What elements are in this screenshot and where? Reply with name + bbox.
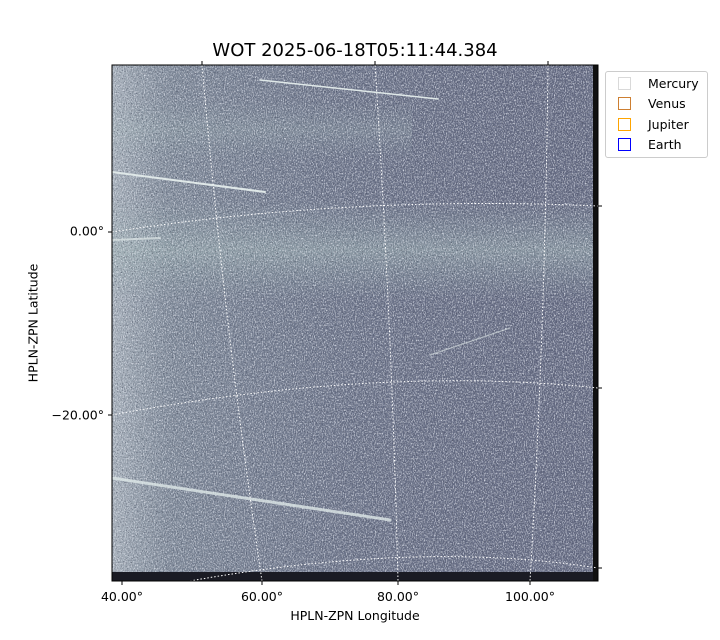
streaks xyxy=(112,79,511,522)
coordinate-grid xyxy=(112,65,598,581)
x-axis-label: HPLN-ZPN Longitude xyxy=(290,608,420,623)
chart-title: WOT 2025-06-18T05:11:44.384 xyxy=(212,40,498,61)
x-tick-label: 100.00° xyxy=(505,589,555,604)
x-tick-label: 60.00° xyxy=(240,589,284,604)
image-area xyxy=(112,65,598,581)
legend-item-venus: Venus xyxy=(618,93,686,113)
legend-item-mercury: Mercury xyxy=(618,73,699,93)
legend-label: Earth xyxy=(648,136,682,152)
grid-line-lat xyxy=(112,380,598,416)
streak xyxy=(112,171,266,193)
legend-label: Venus xyxy=(648,95,686,111)
grid-line-lat xyxy=(112,202,598,233)
legend-label: Mercury xyxy=(648,75,699,91)
grid-line-lon xyxy=(201,65,263,581)
legend-swatch xyxy=(618,117,631,131)
legend-item-jupiter: Jupiter xyxy=(618,114,689,134)
legend-swatch xyxy=(618,137,631,151)
grid-line-lat xyxy=(189,556,598,581)
y-tick-label: 0.00° xyxy=(69,223,104,239)
x-tick-label: 40.00° xyxy=(100,589,144,604)
x-tick-label: 80.00° xyxy=(376,589,420,604)
y-axis-label: HPLN-ZPN Latitude xyxy=(25,263,41,383)
legend-swatch xyxy=(618,76,631,90)
legend-label: Jupiter xyxy=(648,116,689,132)
y-tick-label: −20.00° xyxy=(51,407,104,423)
streak xyxy=(112,476,392,522)
axis-ticks xyxy=(108,61,602,585)
streak xyxy=(112,237,161,241)
streak xyxy=(259,79,439,100)
streak xyxy=(429,327,511,356)
legend: Mercury Venus Jupiter Earth xyxy=(605,71,708,158)
legend-swatch xyxy=(618,96,631,110)
legend-item-earth: Earth xyxy=(618,134,682,154)
